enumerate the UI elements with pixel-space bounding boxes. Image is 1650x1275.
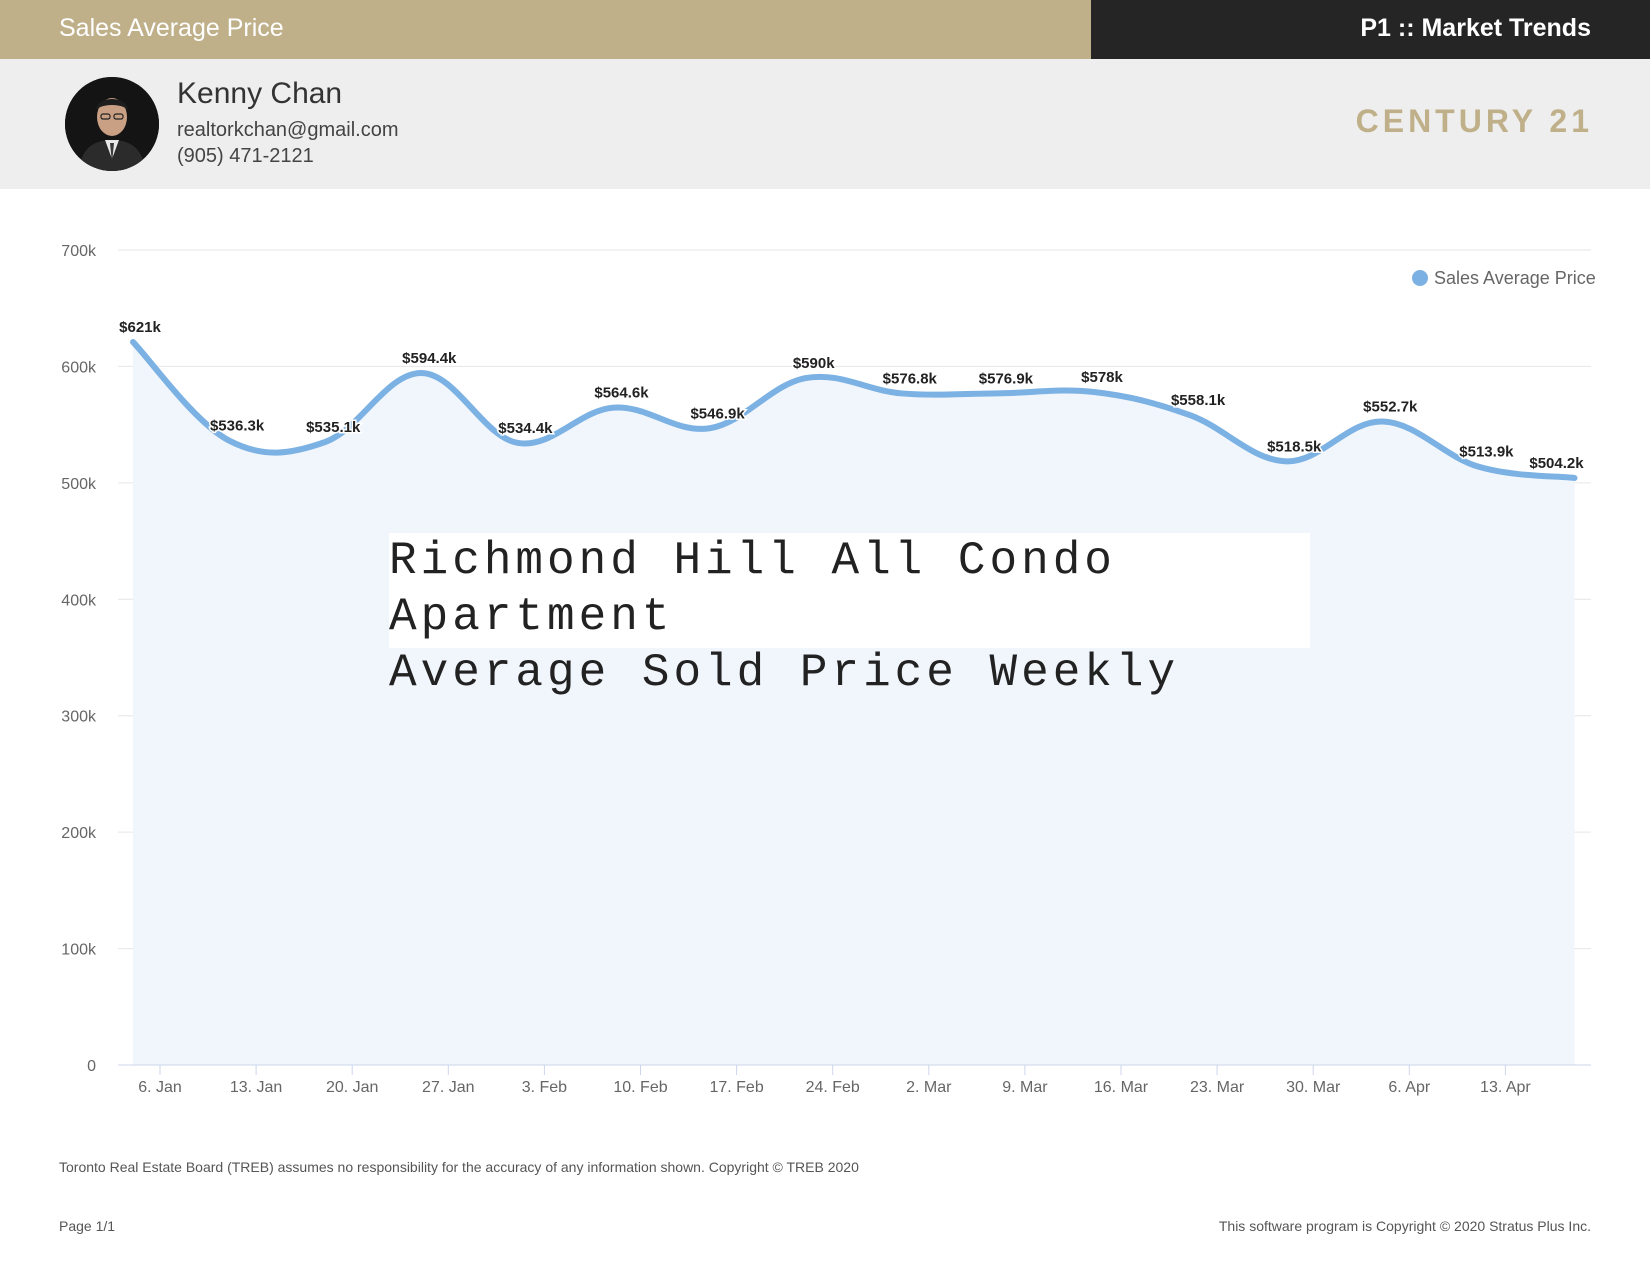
legend[interactable]: Sales Average Price	[1412, 268, 1596, 288]
y-tick-label: 500k	[61, 476, 97, 493]
data-label: $594.4k	[402, 350, 457, 367]
overlay-title-line-2: Average Sold Price Weekly	[389, 647, 1180, 699]
y-tick-label: 100k	[61, 942, 97, 959]
data-label: $564.6k	[594, 385, 649, 402]
series-area	[133, 341, 1575, 1065]
y-tick-label: 300k	[61, 709, 97, 726]
data-label: $534.4k	[498, 420, 553, 437]
data-label: $558.1k	[1171, 392, 1226, 409]
page-band: P1 :: Market Trends	[1091, 0, 1650, 59]
x-tick-label: 27. Jan	[422, 1079, 474, 1096]
agent-name: Kenny Chan	[177, 77, 343, 110]
avatar	[65, 77, 159, 171]
x-tick-label: 3. Feb	[522, 1079, 567, 1096]
y-axis-ticks: 0 100k 200k 300k 400k 500k 600k 700k	[61, 243, 97, 1075]
x-tick-label: 13. Jan	[230, 1079, 282, 1096]
x-tick-label: 13. Apr	[1480, 1079, 1531, 1096]
data-label: $513.9k	[1459, 444, 1514, 461]
overlay-title-box: Richmond Hill All Condo Apartment Averag…	[389, 533, 1310, 699]
agent-email[interactable]: realtorkchan@gmail.com	[177, 119, 399, 141]
title-band: Sales Average Price	[0, 0, 1091, 59]
treb-disclaimer: Toronto Real Estate Board (TREB) assumes…	[59, 1159, 859, 1175]
y-tick-label: 200k	[61, 825, 97, 842]
legend-label: Sales Average Price	[1434, 268, 1596, 288]
avatar-portrait-icon	[65, 77, 159, 171]
y-tick-label: 700k	[61, 243, 97, 260]
software-copyright: This software program is Copyright © 202…	[1218, 1218, 1591, 1234]
data-label: $578k	[1081, 369, 1123, 386]
data-label: $576.9k	[979, 370, 1034, 387]
y-tick-label: 400k	[61, 592, 97, 609]
x-tick-label: 6. Apr	[1388, 1079, 1430, 1096]
data-labels: $621k $536.3k $535.1k $594.4k $534.4k $564.6k…	[118, 317, 1586, 473]
x-tick-label: 17. Feb	[709, 1079, 763, 1096]
y-tick-label: 600k	[61, 359, 97, 376]
data-label: $552.7k	[1363, 398, 1418, 415]
data-label: $504.2k	[1529, 455, 1584, 472]
x-tick-label: 2. Mar	[906, 1079, 952, 1096]
x-tick-label: 23. Mar	[1190, 1079, 1245, 1096]
x-tick-label: 10. Feb	[613, 1079, 667, 1096]
x-axis-ticks: 6. Jan 13. Jan 20. Jan 27. Jan 3. Feb 10. Feb…	[138, 1065, 1531, 1096]
sales-average-price-chart: 0 100k 200k 300k 400k 500k 600k 700k 6. Jan 13. …	[61, 243, 1596, 1096]
x-tick-label: 30. Mar	[1286, 1079, 1341, 1096]
x-tick-label: 9. Mar	[1002, 1079, 1048, 1096]
overlay-title-line-1: Richmond Hill All Condo Apartment	[389, 535, 1116, 643]
x-tick-label: 20. Jan	[326, 1079, 378, 1096]
x-tick-label: 16. Mar	[1094, 1079, 1149, 1096]
data-label: $536.3k	[210, 418, 265, 435]
data-label: $590k	[793, 355, 835, 372]
agent-phone[interactable]: (905) 471-2121	[177, 145, 314, 167]
legend-marker-icon	[1412, 270, 1428, 286]
x-tick-label: 24. Feb	[806, 1079, 860, 1096]
data-label: $621k	[119, 319, 161, 336]
x-tick-label: 6. Jan	[138, 1079, 182, 1096]
data-label: $518.5k	[1267, 438, 1322, 455]
data-label: $576.8k	[883, 370, 938, 387]
y-tick-label: 0	[87, 1058, 96, 1075]
series-line	[130, 338, 1578, 481]
data-label: $535.1k	[306, 419, 361, 436]
page-number: Page 1/1	[59, 1218, 116, 1234]
century21-logo: CENTURY 21	[1355, 103, 1593, 139]
data-label: $546.9k	[690, 405, 745, 422]
top-bar: Sales Average Price P1 :: Market Trends	[0, 0, 1650, 59]
report-page-label: P1 :: Market Trends	[1360, 14, 1591, 42]
report-title: Sales Average Price	[59, 14, 284, 42]
agent-panel: Kenny Chan realtorkchan@gmail.com (905) …	[0, 59, 1650, 189]
